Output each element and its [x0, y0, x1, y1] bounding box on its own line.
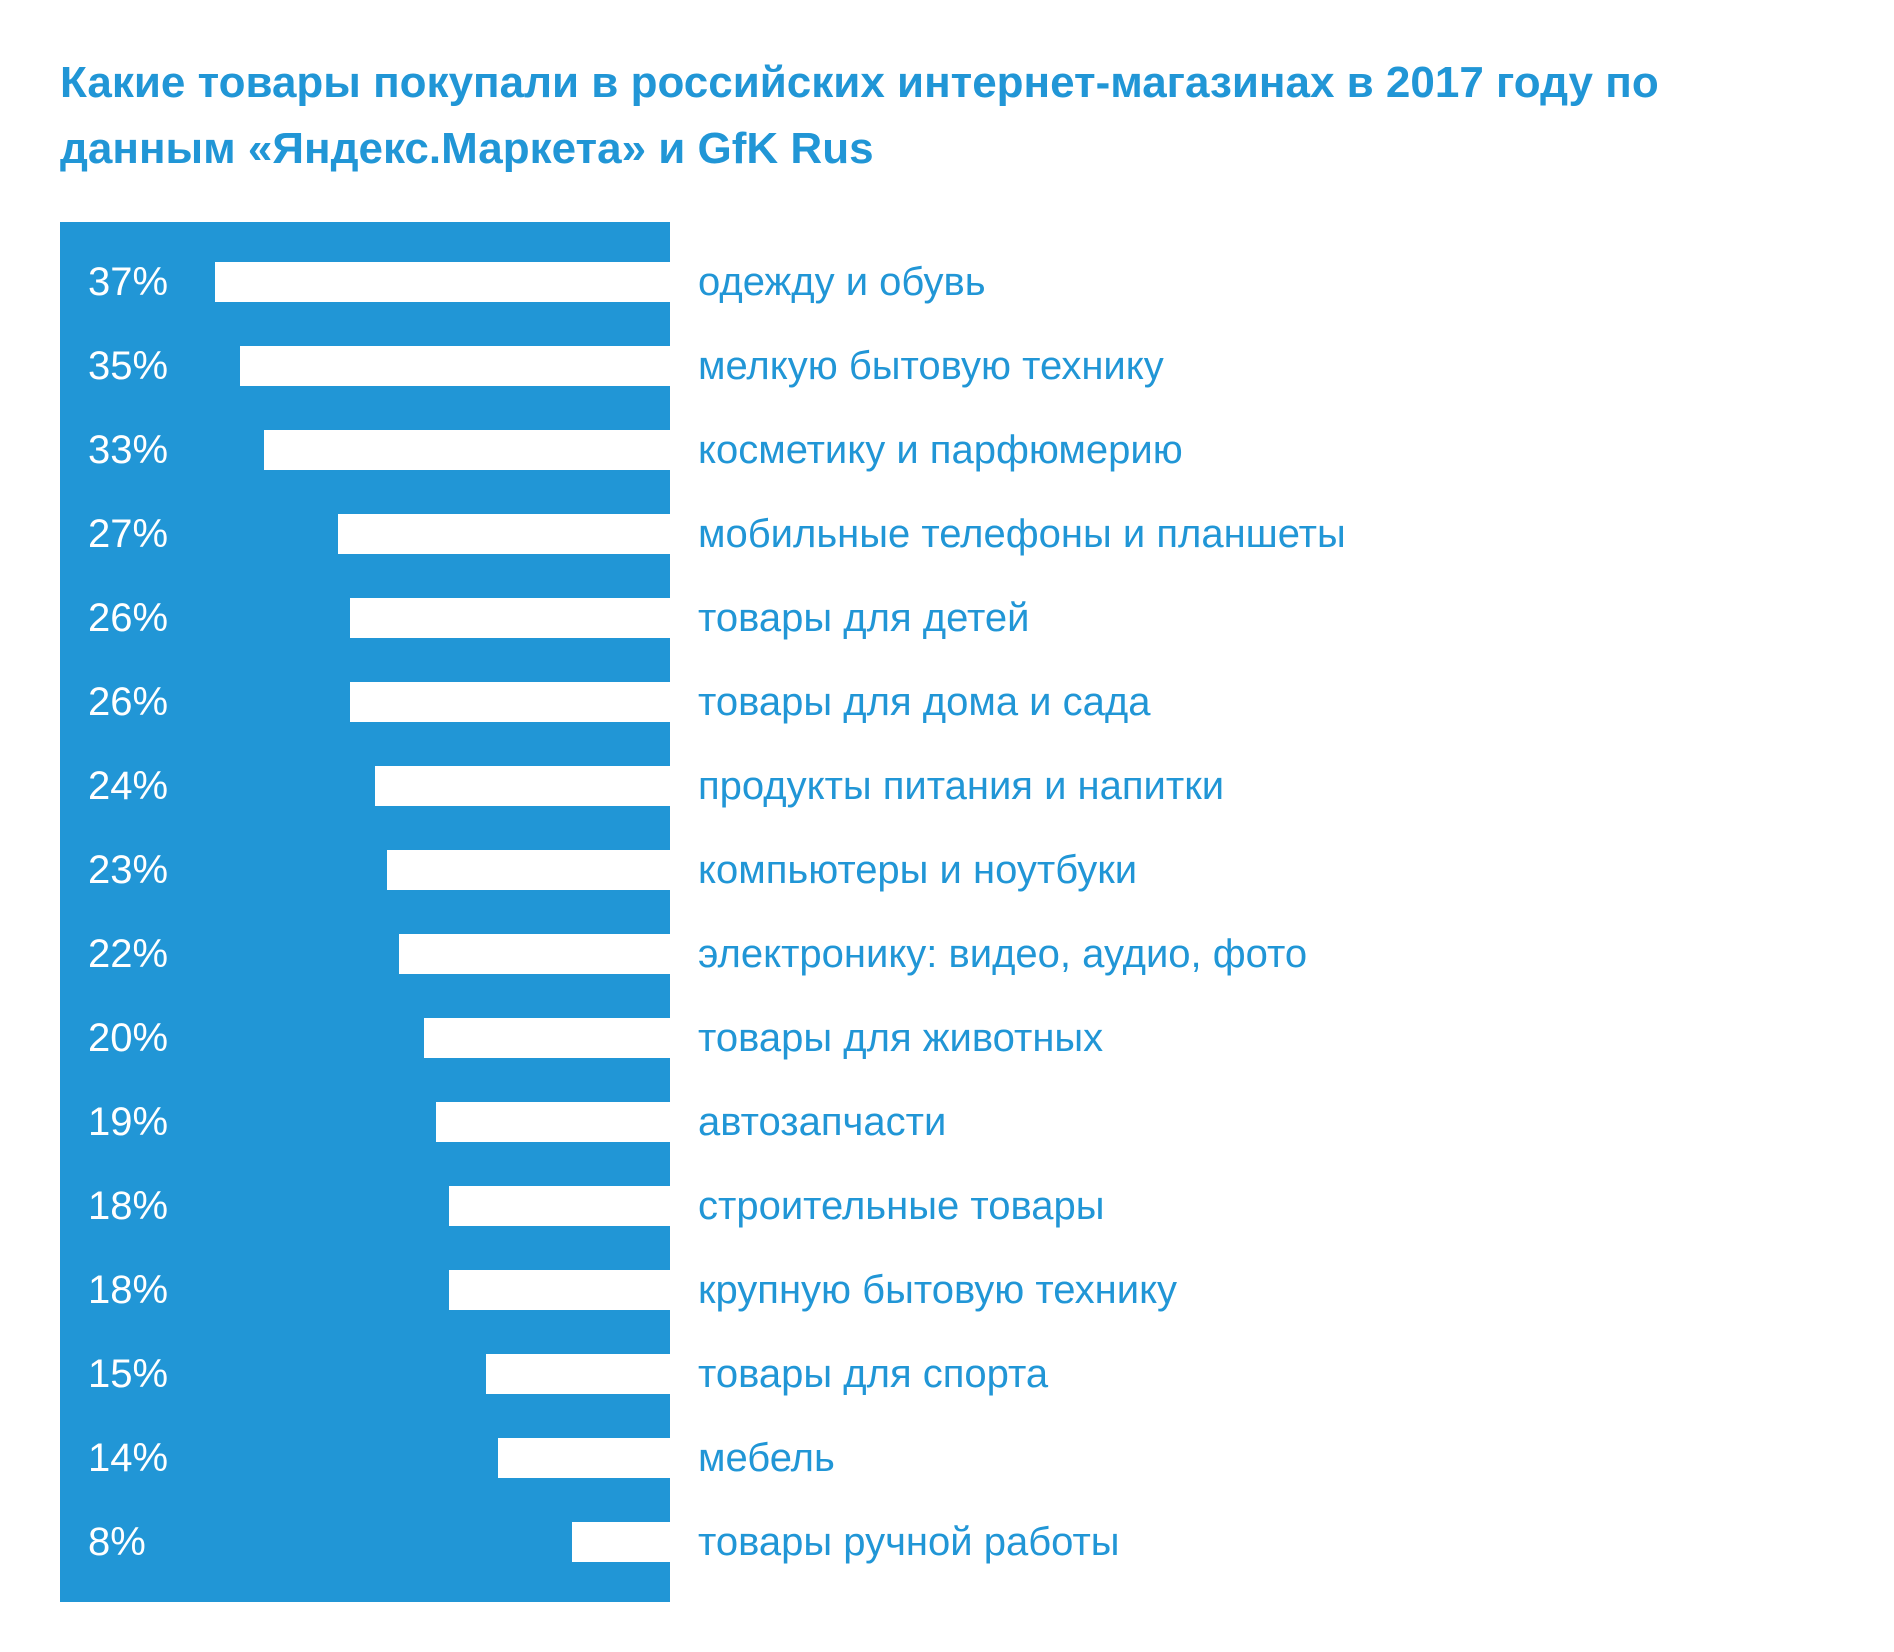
chart-row: 35% мелкую бытовую технику	[60, 324, 1834, 408]
category-label: мелкую бытовую технику	[670, 344, 1164, 389]
chart-row: 26% товары для дома и сада	[60, 660, 1834, 744]
chart-bar	[498, 1438, 670, 1478]
chart-bar	[449, 1270, 670, 1310]
percent-label: 19%	[60, 1100, 195, 1145]
chart-rows: 37% одежду и обувь 35% мелкую бытовую техни…	[60, 222, 1834, 1602]
percent-label: 23%	[60, 848, 195, 893]
chart-row: 27% мобильные телефоны и планшеты	[60, 492, 1834, 576]
category-label: одежду и обувь	[670, 260, 986, 305]
chart-row: 33% косметику и парфюмерию	[60, 408, 1834, 492]
percent-label: 8%	[60, 1520, 195, 1565]
bar-area	[195, 766, 670, 806]
percent-label: 18%	[60, 1268, 195, 1313]
category-label: мобильные телефоны и планшеты	[670, 512, 1346, 557]
bar-area	[195, 346, 670, 386]
chart-bar	[449, 1186, 670, 1226]
bar-area	[195, 1270, 670, 1310]
bar-area	[195, 514, 670, 554]
category-label: товары для спорта	[670, 1352, 1048, 1397]
percent-label: 35%	[60, 344, 195, 389]
category-label: товары для дома и сада	[670, 680, 1150, 725]
chart-bar	[350, 682, 670, 722]
chart-row: 37% одежду и обувь	[60, 240, 1834, 324]
category-label: товары для детей	[670, 596, 1029, 641]
chart-bar	[264, 430, 670, 470]
percent-label: 18%	[60, 1184, 195, 1229]
percent-label: 33%	[60, 428, 195, 473]
chart-bar	[338, 514, 670, 554]
bar-area	[195, 1186, 670, 1226]
chart-bar	[424, 1018, 670, 1058]
chart-bar	[486, 1354, 670, 1394]
category-label: крупную бытовую технику	[670, 1268, 1177, 1313]
bar-area	[195, 1522, 670, 1562]
percent-label: 26%	[60, 596, 195, 641]
bar-area	[195, 850, 670, 890]
percent-label: 37%	[60, 260, 195, 305]
chart-bar	[240, 346, 670, 386]
chart-bar	[387, 850, 670, 890]
bar-area	[195, 934, 670, 974]
bar-area	[195, 1018, 670, 1058]
category-label: автозапчасти	[670, 1100, 946, 1145]
chart-row: 26% товары для детей	[60, 576, 1834, 660]
chart-bar	[572, 1522, 670, 1562]
chart-bar	[350, 598, 670, 638]
percent-label: 27%	[60, 512, 195, 557]
chart-title: Какие товары покупали в российских интер…	[60, 50, 1834, 182]
bar-area	[195, 262, 670, 302]
chart-row: 8% товары ручной работы	[60, 1500, 1834, 1584]
chart-row: 18% крупную бытовую технику	[60, 1248, 1834, 1332]
percent-label: 26%	[60, 680, 195, 725]
bar-area	[195, 1102, 670, 1142]
chart-bar	[375, 766, 670, 806]
percent-label: 22%	[60, 932, 195, 977]
category-label: электронику: видео, аудио, фото	[670, 932, 1307, 977]
chart-row: 20% товары для животных	[60, 996, 1834, 1080]
chart-row: 14% мебель	[60, 1416, 1834, 1500]
chart-bar	[436, 1102, 670, 1142]
percent-label: 24%	[60, 764, 195, 809]
chart-row: 19% автозапчасти	[60, 1080, 1834, 1164]
bar-area	[195, 682, 670, 722]
category-label: продукты питания и напитки	[670, 764, 1224, 809]
chart-row: 15% товары для спорта	[60, 1332, 1834, 1416]
bar-area	[195, 1354, 670, 1394]
chart-row: 18% строительные товары	[60, 1164, 1834, 1248]
chart-bar	[215, 262, 670, 302]
percent-label: 20%	[60, 1016, 195, 1061]
category-label: компьютеры и ноутбуки	[670, 848, 1137, 893]
chart-container: 37% одежду и обувь 35% мелкую бытовую техни…	[60, 222, 1834, 1602]
category-label: товары ручной работы	[670, 1520, 1120, 1565]
bar-area	[195, 598, 670, 638]
chart-row: 23% компьютеры и ноутбуки	[60, 828, 1834, 912]
category-label: строительные товары	[670, 1184, 1104, 1229]
category-label: мебель	[670, 1436, 835, 1481]
percent-label: 15%	[60, 1352, 195, 1397]
chart-row: 24% продукты питания и напитки	[60, 744, 1834, 828]
bar-area	[195, 1438, 670, 1478]
category-label: товары для животных	[670, 1016, 1103, 1061]
category-label: косметику и парфюмерию	[670, 428, 1183, 473]
chart-bar	[399, 934, 670, 974]
percent-label: 14%	[60, 1436, 195, 1481]
chart-row: 22% электронику: видео, аудио, фото	[60, 912, 1834, 996]
bar-area	[195, 430, 670, 470]
